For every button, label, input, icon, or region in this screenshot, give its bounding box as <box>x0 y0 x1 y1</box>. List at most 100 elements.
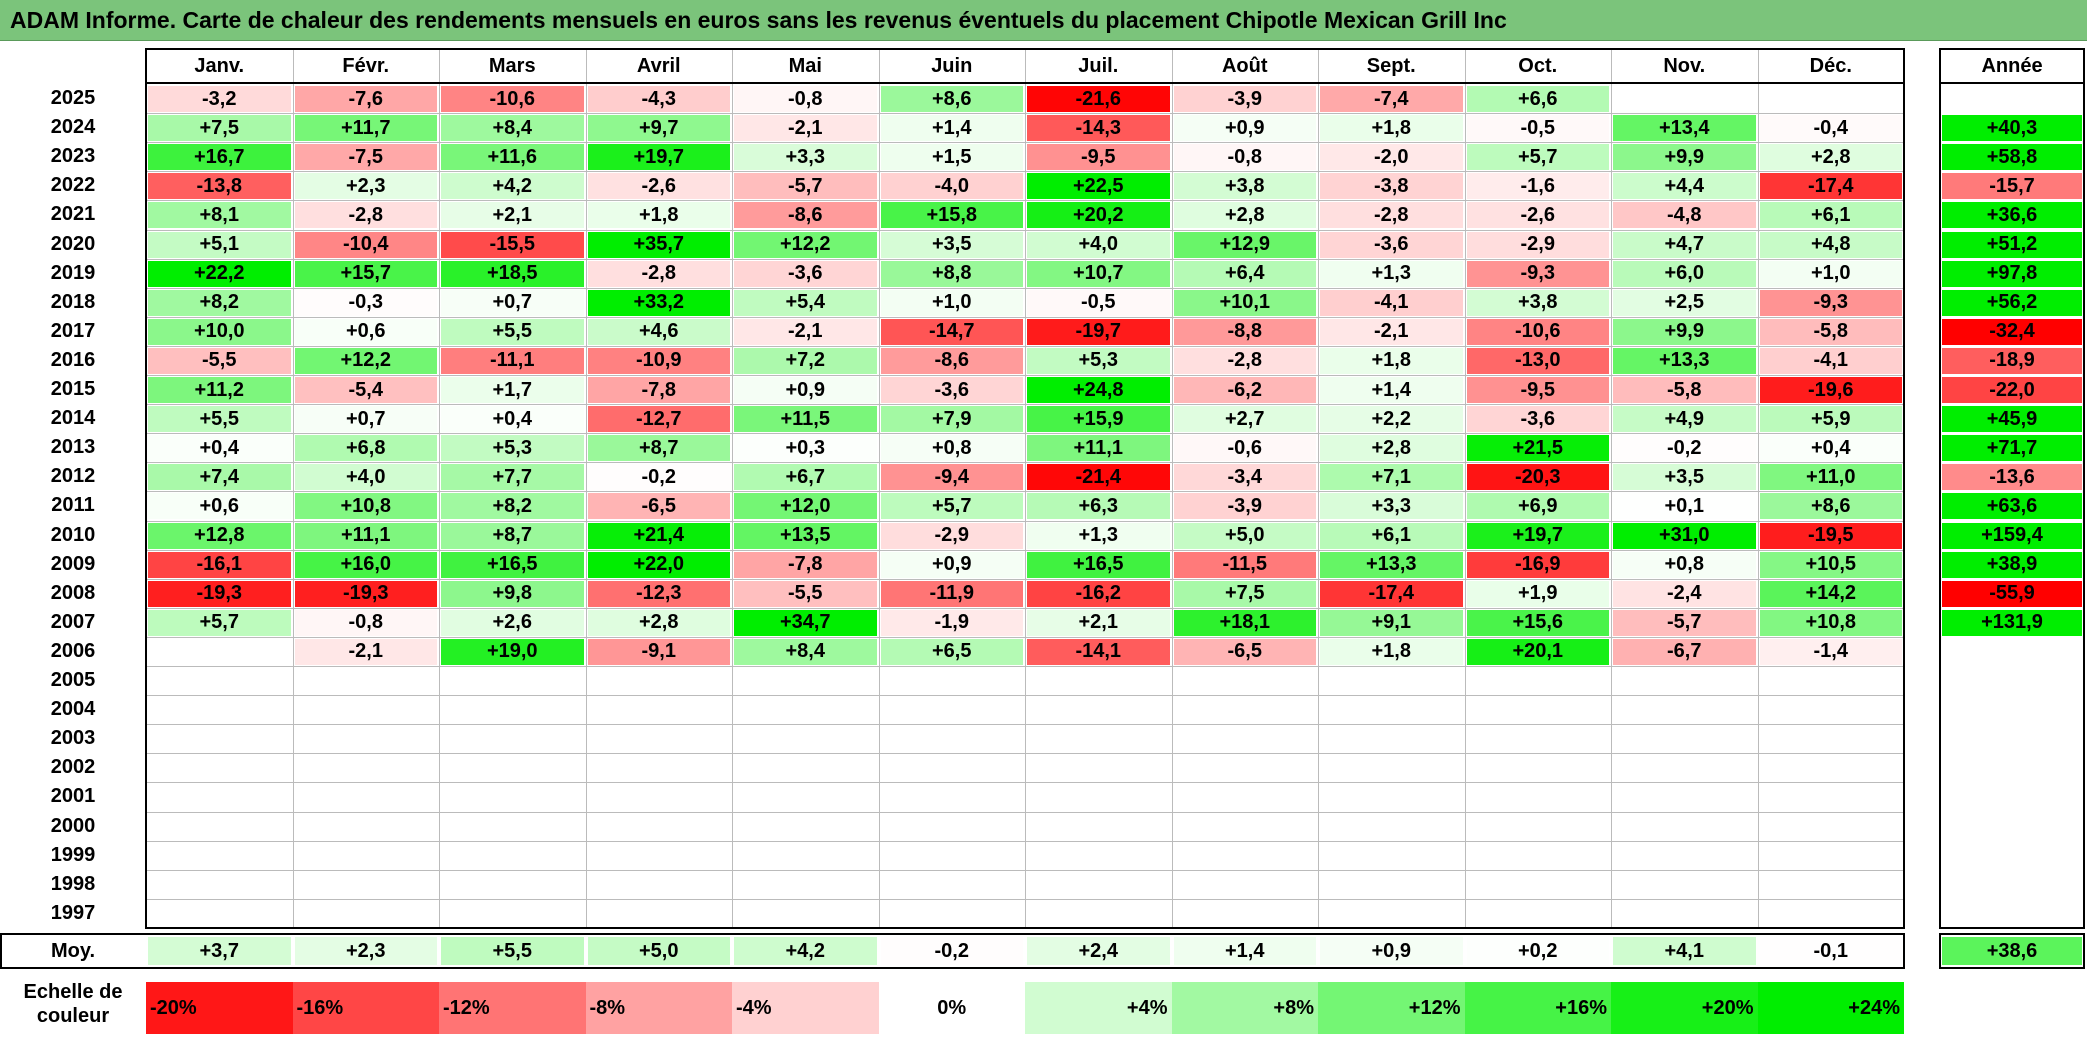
heatmap-cell <box>881 843 1024 869</box>
heatmap-cell: -2,1 <box>294 638 437 665</box>
heatmap-cell <box>1320 843 1463 869</box>
color-scale-swatch: -8% <box>585 982 732 1034</box>
heatmap-cell <box>295 872 438 898</box>
heatmap-cell: +4,2 <box>441 173 584 200</box>
heatmap-cell <box>881 901 1024 927</box>
heatmap-cell: +16,0 <box>294 551 437 578</box>
heatmap-cell: +6,1 <box>1320 522 1463 549</box>
heatmap-cell: +22,2 <box>148 260 291 287</box>
heatmap-cell: +9,9 <box>1613 144 1756 171</box>
heatmap-cell <box>1174 843 1317 869</box>
heatmap-cell <box>1174 814 1317 840</box>
heatmap-cell: -8,6 <box>880 347 1023 374</box>
month-header: Avril <box>636 54 681 77</box>
heatmap-cell: +4,7 <box>1613 231 1756 258</box>
heatmap-cell: +1,8 <box>1320 638 1463 665</box>
grid-line <box>146 462 1904 464</box>
average-label: Moy. <box>50 939 96 962</box>
heatmap-cell: +2,8 <box>1320 435 1463 462</box>
heatmap-cell <box>441 726 584 752</box>
heatmap-cell: +0,4 <box>148 435 291 462</box>
heatmap-cell: -3,4 <box>1173 464 1316 491</box>
heatmap-cell: +7,4 <box>148 464 291 491</box>
heatmap-cell <box>1467 872 1610 898</box>
heatmap-cell: +2,1 <box>1027 609 1170 636</box>
heatmap-cell: +5,5 <box>148 406 291 433</box>
annual-cell: -13,6 <box>1942 464 2082 491</box>
heatmap-cell: -5,7 <box>1613 609 1756 636</box>
heatmap-cell: -11,1 <box>441 347 584 374</box>
heatmap-cell: -9,3 <box>1466 260 1609 287</box>
color-scale-swatch: +16% <box>1464 982 1611 1034</box>
heatmap-cell: +5,3 <box>441 435 584 462</box>
heatmap-cell <box>295 901 438 927</box>
heatmap-cell: -10,6 <box>1466 318 1609 345</box>
heatmap-cell <box>1320 668 1463 694</box>
heatmap-cell <box>441 814 584 840</box>
heatmap-cell <box>1027 755 1170 781</box>
heatmap-cell: -2,8 <box>1320 202 1463 229</box>
heatmap-cell: +15,8 <box>880 202 1023 229</box>
heatmap-cell: +4,4 <box>1613 173 1756 200</box>
heatmap-cell: +8,4 <box>441 115 584 142</box>
heatmap-cell <box>1320 784 1463 810</box>
heatmap-cell: -14,3 <box>1027 115 1170 142</box>
heatmap-cell: -0,8 <box>734 86 877 113</box>
heatmap-cell <box>1760 843 1903 869</box>
heatmap-cell: -0,5 <box>1466 115 1609 142</box>
heatmap-cell: +8,8 <box>880 260 1023 287</box>
year-label: 2009 <box>50 552 96 575</box>
year-label: 2020 <box>50 232 96 255</box>
heatmap-cell: -16,2 <box>1027 580 1170 607</box>
annual-cell <box>1942 86 2082 112</box>
heatmap-cell: +11,5 <box>734 406 877 433</box>
heatmap-cell: -6,5 <box>1173 638 1316 665</box>
heatmap-cell <box>1320 726 1463 752</box>
heatmap-cell <box>1320 814 1463 840</box>
heatmap-cell: +1,4 <box>1320 377 1463 404</box>
heatmap-cell: -9,3 <box>1759 289 1902 316</box>
heatmap-cell: +11,1 <box>1027 435 1170 462</box>
heatmap-cell <box>588 668 731 694</box>
grid-line <box>292 48 294 928</box>
heatmap-cell: -19,5 <box>1759 522 1902 549</box>
annual-cell: +58,8 <box>1942 144 2082 171</box>
annual-cell <box>1942 814 2082 840</box>
heatmap-cell: +15,6 <box>1466 609 1609 636</box>
heatmap-cell: +4,0 <box>294 464 437 491</box>
heatmap-cell <box>1760 755 1903 781</box>
heatmap-cell: +6,3 <box>1027 493 1170 520</box>
heatmap-cell: +4,9 <box>1613 406 1756 433</box>
grid-line <box>146 316 1904 318</box>
heatmap-cell: -11,9 <box>880 580 1023 607</box>
heatmap-cell: +1,0 <box>880 289 1023 316</box>
heatmap-cell: +2,5 <box>1613 289 1756 316</box>
heatmap-cell <box>295 814 438 840</box>
year-label: 2006 <box>50 639 96 662</box>
heatmap-cell: -17,4 <box>1320 580 1463 607</box>
annual-cell: -15,7 <box>1942 173 2082 200</box>
heatmap-cell: +5,7 <box>880 493 1023 520</box>
heatmap-cell: +1,3 <box>1320 260 1463 287</box>
heatmap-cell: -14,7 <box>880 318 1023 345</box>
heatmap-cell: -0,4 <box>1759 115 1902 142</box>
heatmap-cell: +2,8 <box>1173 202 1316 229</box>
heatmap-cell <box>1174 726 1317 752</box>
heatmap-cell <box>441 784 584 810</box>
heatmap-cell: +5,5 <box>441 318 584 345</box>
heatmap-cell: +6,5 <box>880 638 1023 665</box>
heatmap-cell <box>881 814 1024 840</box>
heatmap-cell <box>588 784 731 810</box>
heatmap-cell <box>881 872 1024 898</box>
heatmap-cell: -11,5 <box>1173 551 1316 578</box>
heatmap-cell: +4,6 <box>587 318 730 345</box>
heatmap-cell: +8,4 <box>734 638 877 665</box>
heatmap-cell: +10,0 <box>148 318 291 345</box>
month-header: Oct. <box>1518 54 1558 77</box>
heatmap-cell: -10,9 <box>587 347 730 374</box>
heatmap-cell: -6,2 <box>1173 377 1316 404</box>
year-label: 2013 <box>50 436 96 459</box>
heatmap-cell <box>881 726 1024 752</box>
heatmap-cell: +24,8 <box>1027 377 1170 404</box>
heatmap-cell: +6,9 <box>1466 493 1609 520</box>
